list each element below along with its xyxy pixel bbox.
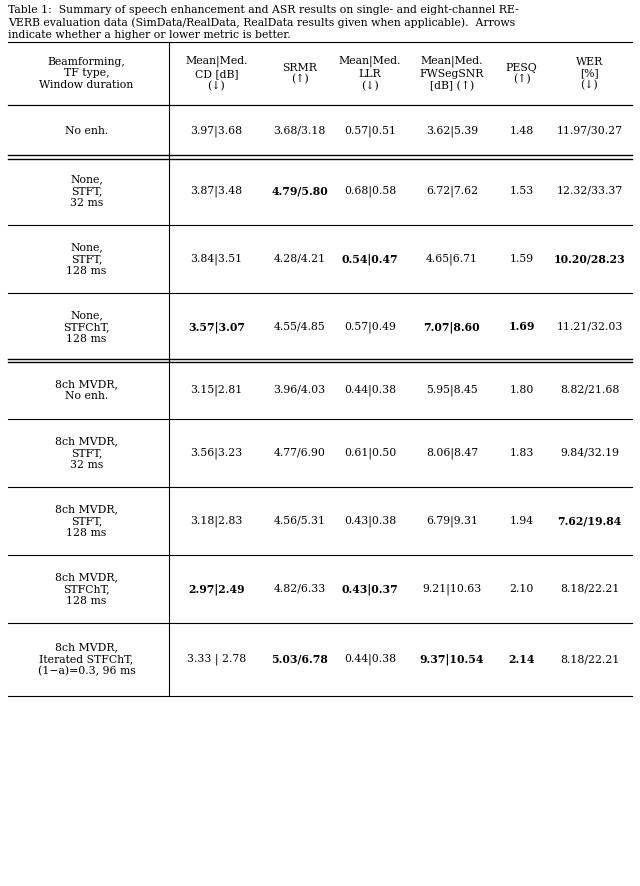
Text: 2.97|2.49: 2.97|2.49 bbox=[188, 583, 244, 595]
Text: 8.18/22.21: 8.18/22.21 bbox=[560, 655, 619, 664]
Text: 7.07|8.60: 7.07|8.60 bbox=[424, 322, 480, 333]
Text: 1.59: 1.59 bbox=[509, 254, 534, 264]
Text: 1.83: 1.83 bbox=[509, 448, 534, 458]
Text: Mean|Med.
LLR
(↓): Mean|Med. LLR (↓) bbox=[339, 56, 401, 91]
Text: 3.56|3.23: 3.56|3.23 bbox=[190, 447, 243, 459]
Text: PESQ
(↑): PESQ (↑) bbox=[506, 63, 538, 84]
Text: 3.84|3.51: 3.84|3.51 bbox=[190, 253, 243, 265]
Text: 1.48: 1.48 bbox=[509, 126, 534, 136]
Text: 9.84/32.19: 9.84/32.19 bbox=[560, 448, 619, 458]
Text: 3.97|3.68: 3.97|3.68 bbox=[190, 125, 243, 136]
Text: Mean|Med.
FWSegSNR
[dB] (↑): Mean|Med. FWSegSNR [dB] (↑) bbox=[420, 56, 484, 91]
Text: 0.43|0.38: 0.43|0.38 bbox=[344, 516, 396, 527]
Text: 6.79|9.31: 6.79|9.31 bbox=[426, 516, 478, 527]
Text: 0.57|0.49: 0.57|0.49 bbox=[344, 322, 396, 333]
Text: 8ch MVDR,
STFT,
32 ms: 8ch MVDR, STFT, 32 ms bbox=[55, 437, 118, 470]
Text: 3.18|2.83: 3.18|2.83 bbox=[190, 516, 243, 527]
Text: 6.72|7.62: 6.72|7.62 bbox=[426, 185, 478, 197]
Text: 5.03/6.78: 5.03/6.78 bbox=[271, 654, 328, 665]
Text: 0.57|0.51: 0.57|0.51 bbox=[344, 125, 396, 136]
Text: 4.77/6.90: 4.77/6.90 bbox=[273, 448, 326, 458]
Text: 10.20/28.23: 10.20/28.23 bbox=[554, 253, 625, 265]
Text: 3.57|3.07: 3.57|3.07 bbox=[188, 322, 245, 333]
Text: 0.54|0.47: 0.54|0.47 bbox=[342, 253, 398, 265]
Text: None,
STFT,
128 ms: None, STFT, 128 ms bbox=[67, 243, 106, 276]
Text: 0.61|0.50: 0.61|0.50 bbox=[344, 447, 396, 459]
Text: 7.62/19.84: 7.62/19.84 bbox=[557, 516, 621, 526]
Text: 4.65|6.71: 4.65|6.71 bbox=[426, 253, 478, 265]
Text: 3.96/4.03: 3.96/4.03 bbox=[273, 385, 326, 395]
Text: 4.82/6.33: 4.82/6.33 bbox=[273, 584, 326, 594]
Text: 0.44|0.38: 0.44|0.38 bbox=[344, 654, 396, 665]
Text: 0.43|0.37: 0.43|0.37 bbox=[342, 583, 398, 595]
Text: 2.10: 2.10 bbox=[509, 584, 534, 594]
Text: 4.55/4.85: 4.55/4.85 bbox=[274, 322, 325, 332]
Text: 8.06|8.47: 8.06|8.47 bbox=[426, 447, 478, 459]
Text: 1.80: 1.80 bbox=[509, 385, 534, 395]
Text: 3.33 | 2.78: 3.33 | 2.78 bbox=[187, 654, 246, 665]
Text: 8.18/22.21: 8.18/22.21 bbox=[560, 584, 619, 594]
Text: 12.32/33.37: 12.32/33.37 bbox=[556, 186, 623, 196]
Text: 1.53: 1.53 bbox=[509, 186, 534, 196]
Text: None,
STFChT,
128 ms: None, STFChT, 128 ms bbox=[63, 310, 109, 344]
Text: 1.94: 1.94 bbox=[509, 516, 534, 526]
Text: 8ch MVDR,
STFT,
128 ms: 8ch MVDR, STFT, 128 ms bbox=[55, 504, 118, 538]
Text: No enh.: No enh. bbox=[65, 126, 108, 136]
Text: SRMR
(↑): SRMR (↑) bbox=[282, 63, 317, 84]
Text: 4.28/4.21: 4.28/4.21 bbox=[273, 254, 326, 264]
Text: 8.82/21.68: 8.82/21.68 bbox=[560, 385, 619, 395]
Text: VERB evaluation data (SimData/RealData, RealData results given when applicable).: VERB evaluation data (SimData/RealData, … bbox=[8, 18, 515, 28]
Text: 3.87|3.48: 3.87|3.48 bbox=[190, 185, 243, 197]
Text: 3.68/3.18: 3.68/3.18 bbox=[273, 126, 326, 136]
Text: 2.14: 2.14 bbox=[508, 654, 535, 665]
Text: 4.79/5.80: 4.79/5.80 bbox=[271, 185, 328, 197]
Text: indicate whether a higher or lower metric is better.: indicate whether a higher or lower metri… bbox=[8, 30, 291, 40]
Text: 0.44|0.38: 0.44|0.38 bbox=[344, 385, 396, 396]
Text: WER
[%]
(↓): WER [%] (↓) bbox=[576, 57, 603, 90]
Text: 0.68|0.58: 0.68|0.58 bbox=[344, 185, 396, 197]
Text: 9.37|10.54: 9.37|10.54 bbox=[420, 654, 484, 665]
Text: 8ch MVDR,
No enh.: 8ch MVDR, No enh. bbox=[55, 379, 118, 400]
Text: 11.97/30.27: 11.97/30.27 bbox=[556, 126, 623, 136]
Text: Beamforming,
TF type,
Window duration: Beamforming, TF type, Window duration bbox=[39, 57, 134, 90]
Text: None,
STFT,
32 ms: None, STFT, 32 ms bbox=[70, 175, 103, 207]
Text: 3.15|2.81: 3.15|2.81 bbox=[190, 385, 243, 396]
Text: 11.21/32.03: 11.21/32.03 bbox=[556, 322, 623, 332]
Text: 1.69: 1.69 bbox=[508, 322, 535, 332]
Text: 4.56/5.31: 4.56/5.31 bbox=[273, 516, 326, 526]
Text: 3.62|5.39: 3.62|5.39 bbox=[426, 125, 478, 136]
Text: 8ch MVDR,
Iterated STFChT,
(1−a)=0.3, 96 ms: 8ch MVDR, Iterated STFChT, (1−a)=0.3, 96… bbox=[38, 642, 135, 676]
Text: 8ch MVDR,
STFChT,
128 ms: 8ch MVDR, STFChT, 128 ms bbox=[55, 572, 118, 606]
Text: Table 1:  Summary of speech enhancement and ASR results on single- and eight-cha: Table 1: Summary of speech enhancement a… bbox=[8, 5, 518, 15]
Text: 9.21|10.63: 9.21|10.63 bbox=[422, 583, 481, 595]
Text: Mean|Med.
CD [dB]
(↓): Mean|Med. CD [dB] (↓) bbox=[185, 56, 248, 91]
Text: 5.95|8.45: 5.95|8.45 bbox=[426, 385, 477, 396]
